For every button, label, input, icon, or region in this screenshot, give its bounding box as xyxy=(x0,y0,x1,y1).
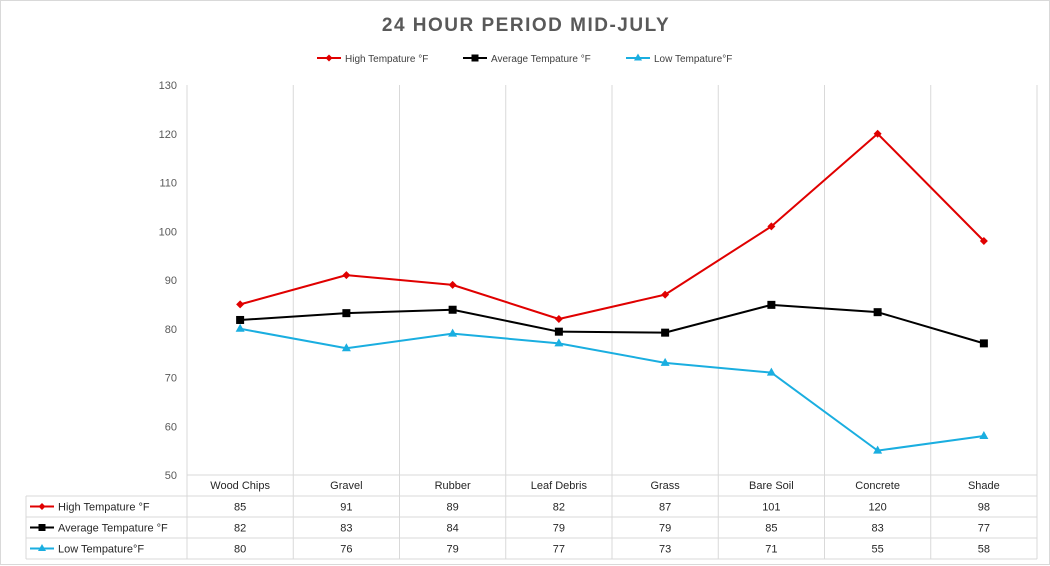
data-point xyxy=(554,327,563,336)
y-tick-label: 90 xyxy=(165,275,177,287)
series-group xyxy=(236,300,988,348)
table-cell: 91 xyxy=(340,502,352,514)
data-point xyxy=(661,328,670,337)
x-category-label: Wood Chips xyxy=(210,480,270,492)
table-cell: 76 xyxy=(340,544,352,556)
table-row: Average Tempature °F 82 83 84 79 79 85 83 77 xyxy=(30,523,990,535)
data-point xyxy=(873,129,882,138)
legend-item: Low Tempature°F xyxy=(626,53,732,65)
legend: High Tempature °F Average Tempature °F Low… xyxy=(317,53,732,65)
row-legend-marker xyxy=(38,544,46,551)
table-cell: 77 xyxy=(553,544,565,556)
row-legend-marker xyxy=(38,503,46,510)
data-point xyxy=(342,309,351,318)
table-cell: 82 xyxy=(234,523,246,535)
table-cell: 71 xyxy=(765,544,777,556)
series-line xyxy=(239,132,985,320)
y-tick-label: 110 xyxy=(159,178,177,190)
data-point xyxy=(448,328,458,337)
legend-item: High Tempature °F xyxy=(317,54,428,65)
table-row: High Tempature °F 85 91 89 82 87 101 120 98 xyxy=(30,502,990,514)
data-point xyxy=(342,271,351,280)
chart-title: 24 HOUR PERIOD MID-JULY xyxy=(382,15,670,36)
data-point xyxy=(979,431,989,439)
y-tick-label: 120 xyxy=(159,129,177,141)
table-cell: 77 xyxy=(978,523,990,535)
data-point xyxy=(236,315,245,324)
data-point xyxy=(554,315,563,323)
table-cell: 85 xyxy=(765,523,777,535)
legend-marker xyxy=(634,53,642,61)
legend-marker xyxy=(471,54,479,62)
table-cell: 89 xyxy=(447,502,459,514)
data-point xyxy=(979,237,988,245)
table-cell: 120 xyxy=(868,502,886,514)
data-point xyxy=(766,367,776,376)
row-label: Low Tempature°F xyxy=(58,544,144,556)
plot-lines xyxy=(235,129,989,454)
data-point xyxy=(660,357,670,366)
x-category-label: Concrete xyxy=(855,480,900,492)
series-group xyxy=(236,129,988,323)
series-line xyxy=(240,303,985,345)
table-row: Low Tempature°F 80 76 79 77 73 71 55 58 xyxy=(30,544,990,556)
table-cell: 79 xyxy=(553,523,565,535)
y-tick-label: 60 xyxy=(165,421,177,433)
table-cell: 58 xyxy=(978,544,990,556)
x-category-label: Shade xyxy=(968,480,1000,492)
data-point xyxy=(448,280,457,289)
legend-label: Average Tempature °F xyxy=(491,54,591,65)
row-label: Average Tempature °F xyxy=(58,523,168,535)
y-tick-label: 50 xyxy=(165,470,177,482)
series-line xyxy=(239,327,985,452)
data-point xyxy=(767,222,776,231)
series-group xyxy=(235,323,989,454)
table-cell: 83 xyxy=(872,523,884,535)
y-tick-label: 80 xyxy=(165,324,177,336)
x-category-label: Rubber xyxy=(435,480,471,492)
table-cell: 83 xyxy=(340,523,352,535)
legend-label: High Tempature °F xyxy=(345,54,428,65)
table-cell: 80 xyxy=(234,544,246,556)
row-label: High Tempature °F xyxy=(58,502,150,514)
table-cell: 98 xyxy=(978,502,990,514)
row-legend-marker xyxy=(38,524,46,531)
table-cell: 55 xyxy=(872,544,884,556)
y-tick-label: 130 xyxy=(159,80,177,92)
data-table: Wood Chips Gravel Rubber Leaf Debris Grass Ba… xyxy=(25,474,1038,560)
data-point xyxy=(236,300,245,309)
x-category-label: Bare Soil xyxy=(749,480,794,492)
data-point xyxy=(554,338,564,347)
y-axis: 50 60 70 80 90 100 110 120 130 xyxy=(159,80,177,482)
data-point xyxy=(873,308,882,317)
data-point xyxy=(448,305,457,314)
table-cell: 87 xyxy=(659,502,671,514)
data-point xyxy=(873,445,883,454)
legend-label: Low Tempature°F xyxy=(654,54,732,65)
table-cell: 82 xyxy=(553,502,565,514)
legend-item: Average Tempature °F xyxy=(463,54,591,65)
x-category-label: Gravel xyxy=(330,480,362,492)
table-cell: 79 xyxy=(447,544,459,556)
table-cell: 101 xyxy=(762,502,780,514)
table-cell: 84 xyxy=(447,523,459,535)
legend-marker xyxy=(325,54,333,62)
table-cell: 85 xyxy=(234,502,246,514)
data-point xyxy=(767,300,776,309)
gridlines xyxy=(186,85,1038,475)
table-cell: 73 xyxy=(659,544,671,556)
data-point xyxy=(235,323,245,332)
table-cell: 79 xyxy=(659,523,671,535)
x-category-label: Grass xyxy=(650,480,680,492)
data-point xyxy=(661,290,670,299)
data-point xyxy=(979,339,988,348)
data-point xyxy=(341,343,351,352)
x-category-label: Leaf Debris xyxy=(531,480,588,492)
y-tick-label: 100 xyxy=(159,226,177,238)
y-tick-label: 70 xyxy=(165,373,177,385)
